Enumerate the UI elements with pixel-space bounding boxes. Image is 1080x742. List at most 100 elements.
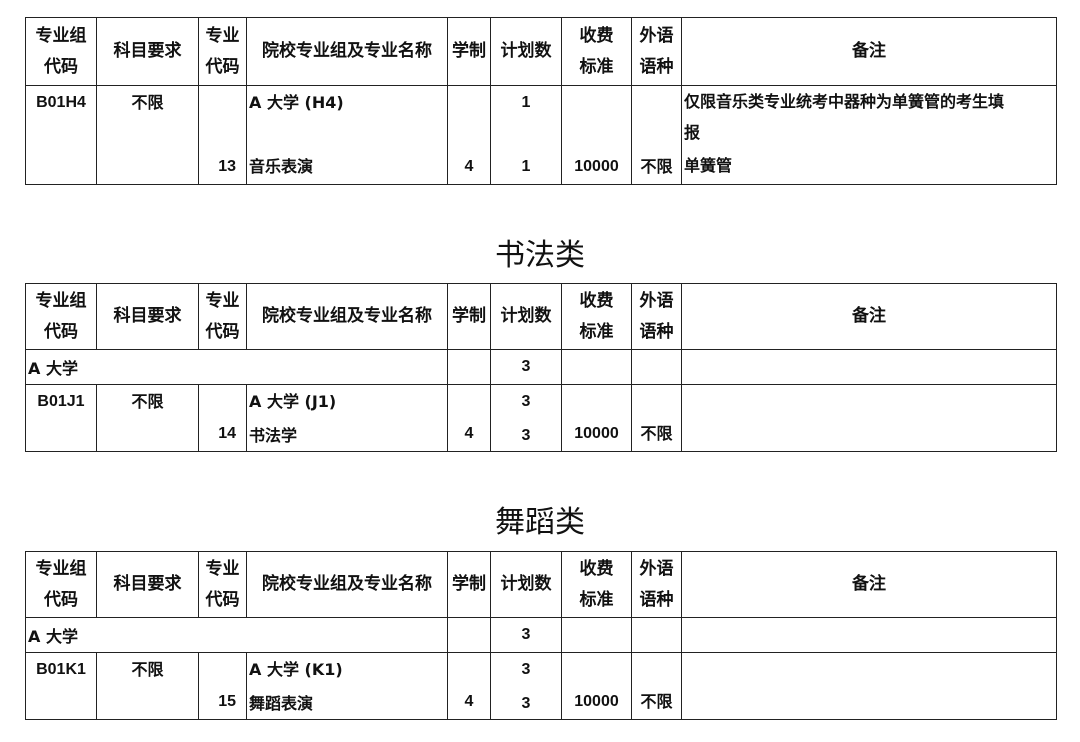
plan-count-line: 3	[521, 695, 531, 712]
major-code-line	[201, 653, 236, 685]
column-header-label: 专业代码	[205, 558, 240, 610]
column-header-label: 专业组代码	[35, 290, 87, 342]
program-name: A 大学 (H4) 音乐表演	[246, 85, 448, 185]
years-line: 4	[464, 425, 474, 442]
group-code-stack: B01H4	[28, 86, 94, 184]
tuition-fee-line: 10000	[574, 158, 619, 175]
remark-line: 单簧管	[684, 156, 733, 175]
column-header-label: 计划数	[500, 574, 552, 594]
column-header-label: 科目要求	[113, 306, 182, 326]
group-code: B01H4	[25, 85, 97, 185]
years-line: 4	[464, 693, 474, 710]
major-code: 15	[198, 652, 247, 720]
foreign-language: 不限	[631, 85, 682, 185]
major-code-stack: 13	[201, 86, 236, 184]
years-stack: 4	[450, 385, 488, 451]
program-name-line: 舞蹈表演	[249, 694, 314, 713]
tuition-fee-line	[564, 653, 629, 685]
column-header: 外语语种	[631, 283, 682, 350]
group-code-stack: B01K1	[28, 653, 94, 719]
group-code-line	[28, 150, 94, 184]
column-header: 院校专业组及专业名称	[246, 17, 448, 86]
school-name: A 大学	[25, 617, 448, 653]
tuition-fee: 10000	[561, 384, 632, 452]
header-row: 专业组代码 科目要求 专业代码 院校专业组及专业名称 学制 计划数 收费标准 外语语种 备注	[25, 283, 1057, 350]
admission-table: 专业组代码 科目要求 专业代码 院校专业组及专业名称 学制 计划数 收费标准 外语语种 备注 A …	[25, 551, 1057, 720]
years-line	[450, 86, 488, 120]
column-header: 外语语种	[631, 551, 682, 618]
group-code-line	[28, 687, 94, 719]
subject-requirement-line: 不限	[131, 392, 164, 411]
foreign-language-stack: 不限	[634, 385, 679, 451]
subject-requirement-stack: 不限	[99, 385, 196, 451]
section-title-dance: 舞蹈类	[495, 505, 585, 540]
column-header: 专业代码	[198, 17, 247, 86]
remark-line: 仅限音乐类专业统考中器种为单簧管的考生填	[684, 92, 1005, 111]
column-header-label: 专业组代码	[35, 558, 87, 610]
column-header-label: 专业组代码	[35, 25, 87, 77]
empty-cell	[561, 349, 632, 385]
subject-requirement-stack: 不限	[99, 653, 196, 719]
column-header-label: 学制	[452, 41, 486, 61]
column-header: 专业组代码	[25, 283, 97, 350]
column-header-label: 计划数	[500, 41, 552, 61]
column-header-label: 收费标准	[579, 558, 614, 610]
years: 4	[447, 384, 491, 452]
foreign-language-line: 不限	[640, 692, 673, 711]
column-header-label: 科目要求	[113, 574, 182, 594]
empty-cell	[681, 349, 1057, 385]
group-code-stack: B01J1	[28, 385, 94, 451]
major-code-stack: 14	[201, 385, 236, 451]
column-header: 科目要求	[96, 17, 199, 86]
tuition-fee-line	[564, 86, 629, 120]
empty-cell	[631, 349, 682, 385]
column-header-label: 专业代码	[205, 25, 240, 77]
group-code: B01K1	[25, 652, 97, 720]
foreign-language-line	[634, 653, 679, 685]
years-cell	[447, 617, 491, 653]
column-header: 科目要求	[96, 283, 199, 350]
plan-count-line: 3	[521, 427, 531, 444]
column-header: 专业组代码	[25, 551, 97, 618]
column-header-label: 院校专业组及专业名称	[262, 574, 432, 594]
column-header-label: 学制	[452, 306, 486, 326]
major-code-stack: 15	[201, 653, 236, 719]
school-row: A 大学 3	[25, 617, 1057, 653]
major-code: 13	[198, 85, 247, 185]
column-header-label: 院校专业组及专业名称	[262, 41, 432, 61]
group-code: B01J1	[25, 384, 97, 452]
school-plan: 3	[490, 617, 562, 653]
remark-stack: 仅限音乐类专业统考中器种为单簧管的考生填报单簧管	[684, 86, 1054, 184]
column-header-label: 外语语种	[639, 25, 674, 77]
program-name-line: 书法学	[249, 426, 298, 445]
column-header-label: 计划数	[500, 306, 552, 326]
column-header-label: 学制	[452, 574, 486, 594]
column-header: 计划数	[490, 17, 562, 86]
tuition-fee: 10000	[561, 652, 632, 720]
major-code-line: 13	[218, 158, 236, 175]
tuition-fee: 10000	[561, 85, 632, 185]
years: 4	[447, 85, 491, 185]
column-header-label: 专业代码	[205, 290, 240, 342]
column-header: 学制	[447, 283, 491, 350]
years-stack: 4	[450, 86, 488, 184]
major-code: 14	[198, 384, 247, 452]
major-code-line: 15	[218, 693, 236, 710]
program-name-line: A 大学 (K1)	[249, 660, 343, 679]
plan-count-line: 3	[521, 661, 531, 678]
group-code-line	[28, 419, 94, 451]
column-header-label: 外语语种	[639, 290, 674, 342]
subject-requirement: 不限	[96, 652, 199, 720]
plan-count-line: 1	[521, 94, 531, 111]
foreign-language-line: 不限	[640, 157, 673, 176]
column-header: 院校专业组及专业名称	[246, 283, 448, 350]
tuition-fee-stack: 10000	[564, 653, 629, 719]
school-name: A 大学	[25, 349, 448, 385]
column-header: 学制	[447, 551, 491, 618]
column-header-label: 科目要求	[113, 41, 182, 61]
major-code-line: 14	[218, 425, 236, 442]
